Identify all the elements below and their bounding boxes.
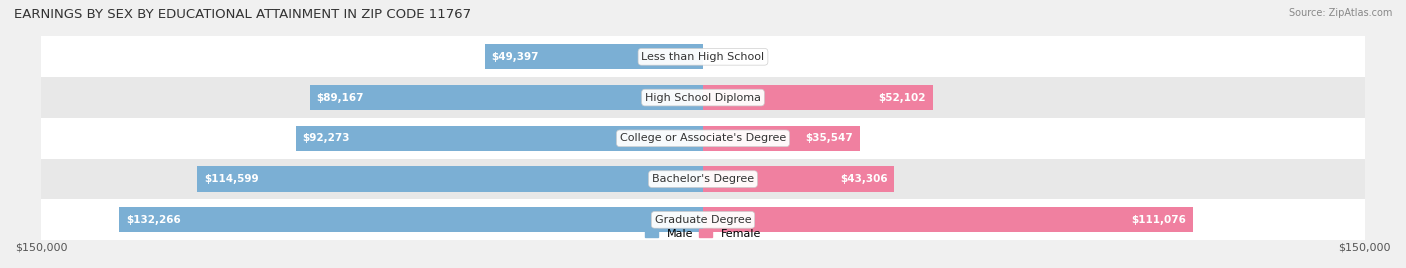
Bar (41, 159, 1365, 199)
Bar (703, 126, 860, 151)
Text: Source: ZipAtlas.com: Source: ZipAtlas.com (1288, 8, 1392, 18)
Bar (703, 85, 932, 110)
Text: Graduate Degree: Graduate Degree (655, 215, 751, 225)
Text: $0: $0 (716, 52, 730, 62)
Text: $114,599: $114,599 (204, 174, 259, 184)
Bar (41, 77, 1365, 118)
Text: $35,547: $35,547 (806, 133, 853, 143)
Bar (41, 118, 1365, 159)
Bar (309, 85, 703, 110)
Bar (295, 126, 703, 151)
Text: College or Associate's Degree: College or Associate's Degree (620, 133, 786, 143)
Bar (41, 36, 1365, 77)
Bar (485, 44, 703, 69)
Bar (120, 207, 703, 232)
Bar (197, 166, 703, 192)
Text: $92,273: $92,273 (302, 133, 350, 143)
Text: $52,102: $52,102 (879, 92, 927, 103)
Bar (703, 166, 894, 192)
Text: High School Diploma: High School Diploma (645, 92, 761, 103)
Text: $89,167: $89,167 (316, 92, 364, 103)
Text: EARNINGS BY SEX BY EDUCATIONAL ATTAINMENT IN ZIP CODE 11767: EARNINGS BY SEX BY EDUCATIONAL ATTAINMEN… (14, 8, 471, 21)
Legend: Male, Female: Male, Female (644, 229, 762, 239)
Text: Less than High School: Less than High School (641, 52, 765, 62)
Text: Bachelor's Degree: Bachelor's Degree (652, 174, 754, 184)
Bar (41, 199, 1365, 240)
Text: $132,266: $132,266 (127, 215, 181, 225)
Text: $43,306: $43,306 (839, 174, 887, 184)
Text: $49,397: $49,397 (492, 52, 538, 62)
Bar (703, 207, 1194, 232)
Text: $111,076: $111,076 (1132, 215, 1187, 225)
